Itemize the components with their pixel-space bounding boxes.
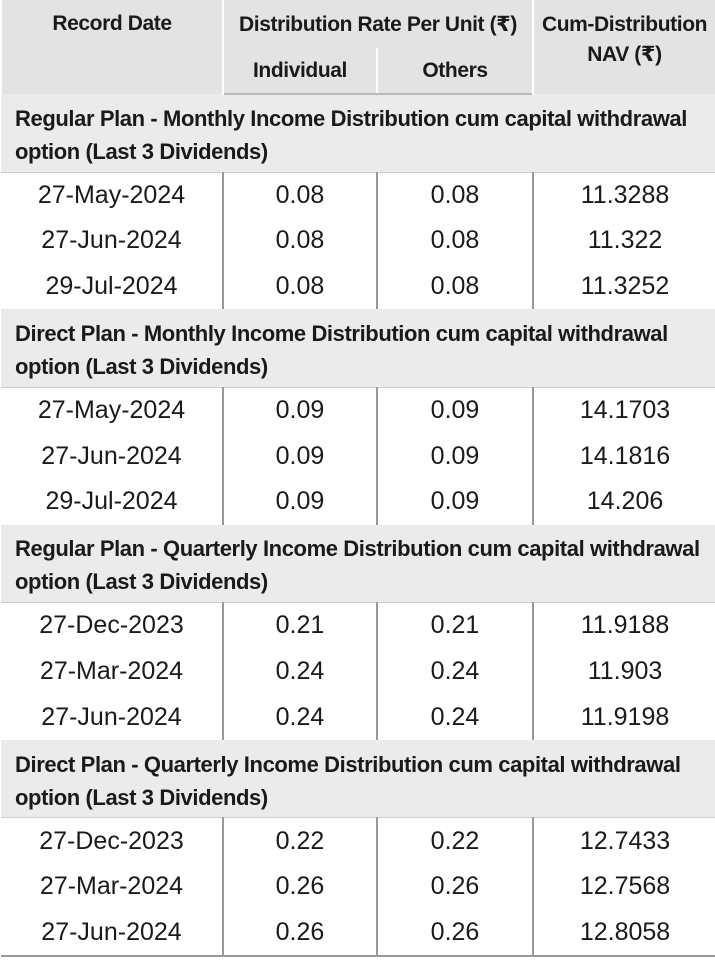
data-cell: 0.09 bbox=[222, 387, 377, 434]
data-cell: 29-Jul-2024 bbox=[45, 271, 178, 300]
data-cell: 0.24 bbox=[375, 648, 534, 695]
header-row: Individual Others bbox=[1, 48, 715, 95]
data-cell: 27-Mar-2024 bbox=[39, 656, 184, 685]
data-cell: 27-Jun-2024 bbox=[41, 441, 182, 470]
data-cell: 11.3252 bbox=[532, 263, 715, 310]
data-cell: 0.22 bbox=[375, 817, 534, 864]
data-cell: 0.09 bbox=[375, 387, 534, 434]
data-cell: 27-Jun-2024 bbox=[41, 226, 182, 255]
data-row: 27-May-2024 0.09 0.09 14.1703 bbox=[1, 387, 715, 434]
data-cell: 0.08 bbox=[375, 218, 534, 264]
data-cell: 11.9198 bbox=[532, 694, 715, 740]
section-title: Direct Plan - Monthly Income Distributio… bbox=[1, 309, 715, 388]
data-cell: 11.903 bbox=[532, 648, 715, 695]
data-cell: 27-Dec-2023 bbox=[39, 611, 184, 640]
data-cell: 0.26 bbox=[375, 909, 534, 957]
section-row: Direct Plan - Monthly Income Distributio… bbox=[1, 309, 715, 388]
data-cell: 11.9188 bbox=[532, 602, 715, 649]
data-cell: 0.08 bbox=[375, 263, 534, 310]
data-cell: 0.21 bbox=[222, 602, 377, 649]
section-row: Regular Plan - Monthly Income Distributi… bbox=[1, 94, 715, 173]
header-cell: Distribution Rate Per Unit (₹) bbox=[221, 0, 535, 48]
data-cell: 12.7568 bbox=[532, 863, 715, 910]
data-row: 27-Mar-2024 0.26 0.26 12.7568 bbox=[1, 863, 715, 910]
data-cell: 0.08 bbox=[222, 218, 377, 264]
data-cell: 0.09 bbox=[375, 478, 534, 525]
data-cell: 0.08 bbox=[375, 172, 534, 219]
header-cell: Others bbox=[375, 48, 535, 95]
table-header: Record Date Distribution Rate Per Unit (… bbox=[0, 0, 715, 95]
data-cell: 27-Dec-2023 bbox=[39, 826, 184, 855]
data-cell: 0.08 bbox=[222, 263, 377, 310]
data-cell: 0.21 bbox=[375, 602, 534, 649]
data-cell: 11.322 bbox=[532, 218, 715, 264]
data-cell: 12.7433 bbox=[532, 817, 715, 864]
data-row: 27-Jun-2024 0.24 0.24 11.9198 bbox=[1, 694, 715, 740]
data-row: 27-Dec-2023 0.22 0.22 12.7433 bbox=[1, 817, 715, 864]
data-cell: 14.1703 bbox=[532, 387, 715, 434]
data-cell: 29-Jul-2024 bbox=[45, 487, 178, 516]
data-row: 27-Jun-2024 0.26 0.26 12.8058 bbox=[1, 909, 715, 957]
data-cell: 12.8058 bbox=[532, 909, 715, 957]
data-row: 27-Jun-2024 0.09 0.09 14.1816 bbox=[1, 433, 715, 479]
data-cell: 0.22 bbox=[222, 817, 377, 864]
data-cell: 27-Jun-2024 bbox=[41, 702, 182, 731]
data-cell: 0.09 bbox=[222, 478, 377, 525]
data-row: 27-Jun-2024 0.08 0.08 11.322 bbox=[1, 218, 715, 264]
data-row: 29-Jul-2024 0.08 0.08 11.3252 bbox=[1, 263, 715, 310]
data-cell: 27-May-2024 bbox=[37, 396, 186, 425]
data-cell: 14.206 bbox=[532, 478, 715, 525]
data-cell: 0.26 bbox=[375, 863, 534, 910]
section-title: Regular Plan - Quarterly Income Distribu… bbox=[1, 524, 715, 604]
data-row: 27-Dec-2023 0.21 0.21 11.9188 bbox=[1, 602, 715, 649]
section-row: Regular Plan - Quarterly Income Distribu… bbox=[1, 524, 715, 604]
section-title: Regular Plan - Monthly Income Distributi… bbox=[1, 94, 715, 173]
data-cell: 11.3288 bbox=[532, 172, 715, 219]
data-row: 27-May-2024 0.08 0.08 11.3288 bbox=[1, 172, 715, 219]
data-cell: 27-Jun-2024 bbox=[41, 917, 182, 946]
data-cell: 0.24 bbox=[375, 694, 534, 740]
header-cell: Cum-Distribution NAV (₹) bbox=[532, 0, 715, 94]
header-cell: Individual bbox=[222, 48, 378, 95]
data-cell: 0.26 bbox=[222, 863, 377, 910]
data-cell: 0.24 bbox=[222, 694, 377, 740]
data-cell: 0.26 bbox=[222, 909, 377, 957]
data-cell: 14.1816 bbox=[532, 433, 715, 479]
section-row: Direct Plan - Quarterly Income Distribut… bbox=[1, 739, 715, 819]
header-row: Record Date Distribution Rate Per Unit (… bbox=[0, 0, 715, 94]
table-body: Regular Plan - Monthly Income Distributi… bbox=[1, 94, 715, 957]
section-title: Direct Plan - Quarterly Income Distribut… bbox=[1, 739, 715, 819]
data-cell: 0.08 bbox=[222, 172, 377, 219]
data-cell: 27-Mar-2024 bbox=[39, 872, 184, 901]
data-cell: 0.09 bbox=[375, 433, 534, 479]
header-cell: Record Date bbox=[0, 0, 224, 94]
data-cell: 0.24 bbox=[222, 648, 377, 695]
data-row: 27-Mar-2024 0.24 0.24 11.903 bbox=[1, 648, 715, 695]
data-row: 29-Jul-2024 0.09 0.09 14.206 bbox=[1, 478, 715, 525]
data-cell: 0.09 bbox=[222, 433, 377, 479]
data-cell: 27-May-2024 bbox=[37, 180, 186, 209]
